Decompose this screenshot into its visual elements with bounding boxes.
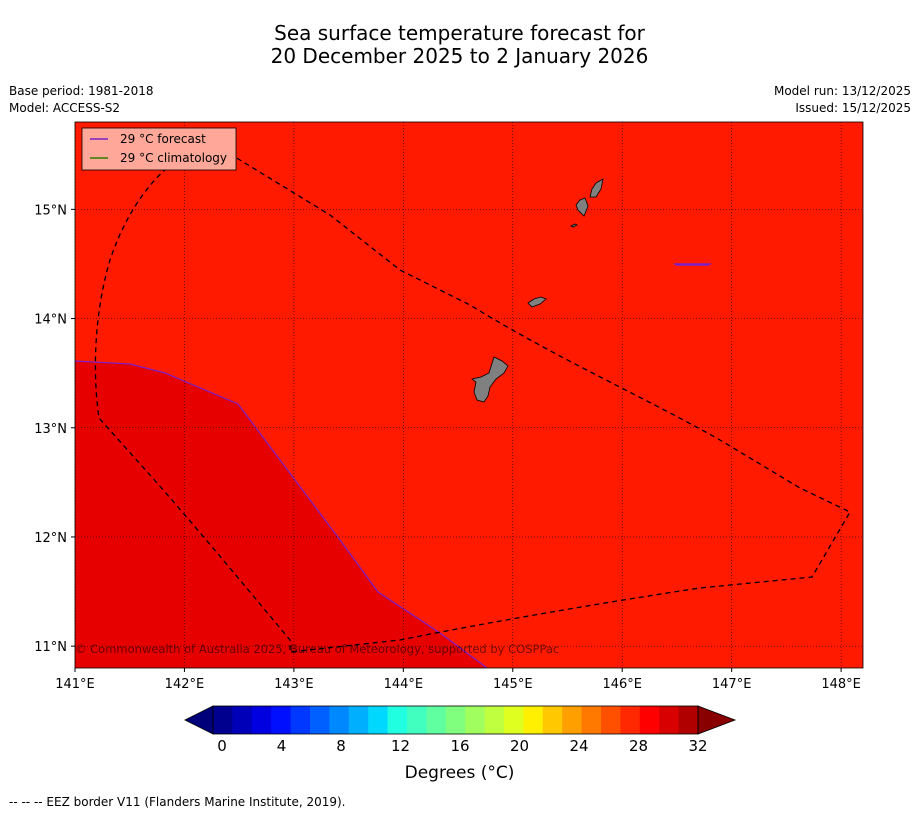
colorbar-cell [251, 706, 272, 734]
x-tick-label: 143°E [274, 677, 314, 692]
title-line-2: 20 December 2025 to 2 January 2026 [270, 44, 649, 68]
colorbar-tick-label: 0 [217, 737, 227, 755]
colorbar-cell [504, 706, 524, 734]
x-axis: 141°E 142°E 143°E 144°E 145°E 146°E 147°E 148°E [55, 668, 861, 692]
colorbar-cell [387, 706, 408, 734]
eez-border [94, 144, 851, 653]
chart-title: Sea surface temperature forecast for 20 … [0, 22, 919, 68]
colorbar-cell [523, 706, 544, 734]
colorbar-cell [601, 706, 621, 734]
y-axis: 11°N 12°N 13°N 14°N 15°N [34, 203, 75, 655]
y-tick-label: 11°N [34, 640, 67, 655]
colorbar-cell [581, 706, 602, 734]
colorbar-over-arrow [697, 705, 737, 735]
map-gridlines [74, 122, 863, 668]
colorbar-tick-label: 28 [629, 737, 648, 755]
colorbar-cell [678, 706, 699, 734]
rota-island [527, 296, 547, 308]
eez-footnote: -- -- -- EEZ border V11 (Flanders Marine… [9, 795, 346, 809]
colorbar-cell [290, 706, 311, 734]
colorbar-tick-label: 4 [277, 737, 287, 755]
base-period: Base period: 1981-2018 [9, 84, 154, 98]
colorbar-under-arrow [184, 705, 214, 735]
colorbar-label: Degrees (°C) [404, 763, 515, 783]
colorbar-cell [329, 706, 350, 734]
meta-right: Model run: 13/12/2025 Issued: 15/12/2025 [774, 83, 911, 117]
x-tick-label: 141°E [55, 677, 95, 692]
y-tick-label: 14°N [34, 313, 67, 328]
tinian-island [575, 197, 589, 217]
title-line-1: Sea surface temperature forecast for [274, 21, 645, 45]
x-tick-label: 144°E [384, 677, 424, 692]
meta-left: Base period: 1981-2018 Model: ACCESS-S2 [9, 83, 154, 117]
colorbar-cell [368, 706, 389, 734]
colorbar-cell [426, 706, 447, 734]
sst-warm-region [75, 361, 487, 668]
colorbar-cell [484, 706, 505, 734]
issued-date: Issued: 15/12/2025 [795, 101, 911, 115]
colorbar-cell [445, 706, 466, 734]
model-name: Model: ACCESS-S2 [9, 101, 121, 115]
legend-forecast-label: 29 °C forecast [120, 132, 206, 146]
colorbar-cell [659, 706, 680, 734]
saipan-island [589, 178, 604, 198]
y-tick-label: 12°N [34, 531, 67, 546]
colorbar-tick-label: 20 [510, 737, 529, 755]
colorbar-cell [639, 706, 660, 734]
colorbar-ticks: 0 4 8 12 16 20 24 28 32 [217, 737, 707, 755]
land-masses [471, 178, 604, 403]
colorbar-cell [348, 706, 369, 734]
colorbar-tick-label: 24 [569, 737, 588, 755]
colorbar-cell [620, 706, 641, 734]
legend-climatology-label: 29 °C climatology [120, 151, 227, 165]
colorbar-cell [213, 706, 233, 734]
guam-island [471, 356, 509, 403]
x-tick-label: 142°E [165, 677, 205, 692]
colorbar-cell [562, 706, 583, 734]
colorbar-cell [542, 706, 563, 734]
map-frame [74, 121, 864, 669]
legend-box [81, 127, 237, 171]
colorbar-cell [271, 706, 292, 734]
copyright-notice: © Commonwealth of Australia 2025, Bureau… [75, 642, 559, 656]
map-legend: 29 °C forecast 29 °C climatology [81, 127, 237, 171]
x-tick-label: 147°E [712, 677, 752, 692]
forecast-contour-loop [674, 263, 711, 266]
x-tick-label: 148°E [821, 677, 861, 692]
colorbar-cell [407, 706, 427, 734]
colorbar-tick-label: 32 [688, 737, 707, 755]
colorbar-frame [212, 705, 699, 735]
colorbar-cells [213, 706, 699, 734]
forecast-29c-contour [74, 360, 488, 669]
y-tick-label: 13°N [34, 422, 67, 437]
y-tick-label: 15°N [34, 203, 67, 218]
colorbar-cell [310, 706, 330, 734]
colorbar-tick-label: 16 [450, 737, 469, 755]
colorbar-tick-label: 8 [336, 737, 346, 755]
colorbar-cell [232, 706, 253, 734]
colorbar-cell [465, 706, 486, 734]
model-run: Model run: 13/12/2025 [773, 84, 911, 98]
x-tick-label: 145°E [493, 677, 533, 692]
map-area [74, 121, 864, 669]
aguijan-island [570, 223, 578, 228]
x-tick-label: 146°E [602, 677, 642, 692]
colorbar-tick-label: 12 [391, 737, 410, 755]
